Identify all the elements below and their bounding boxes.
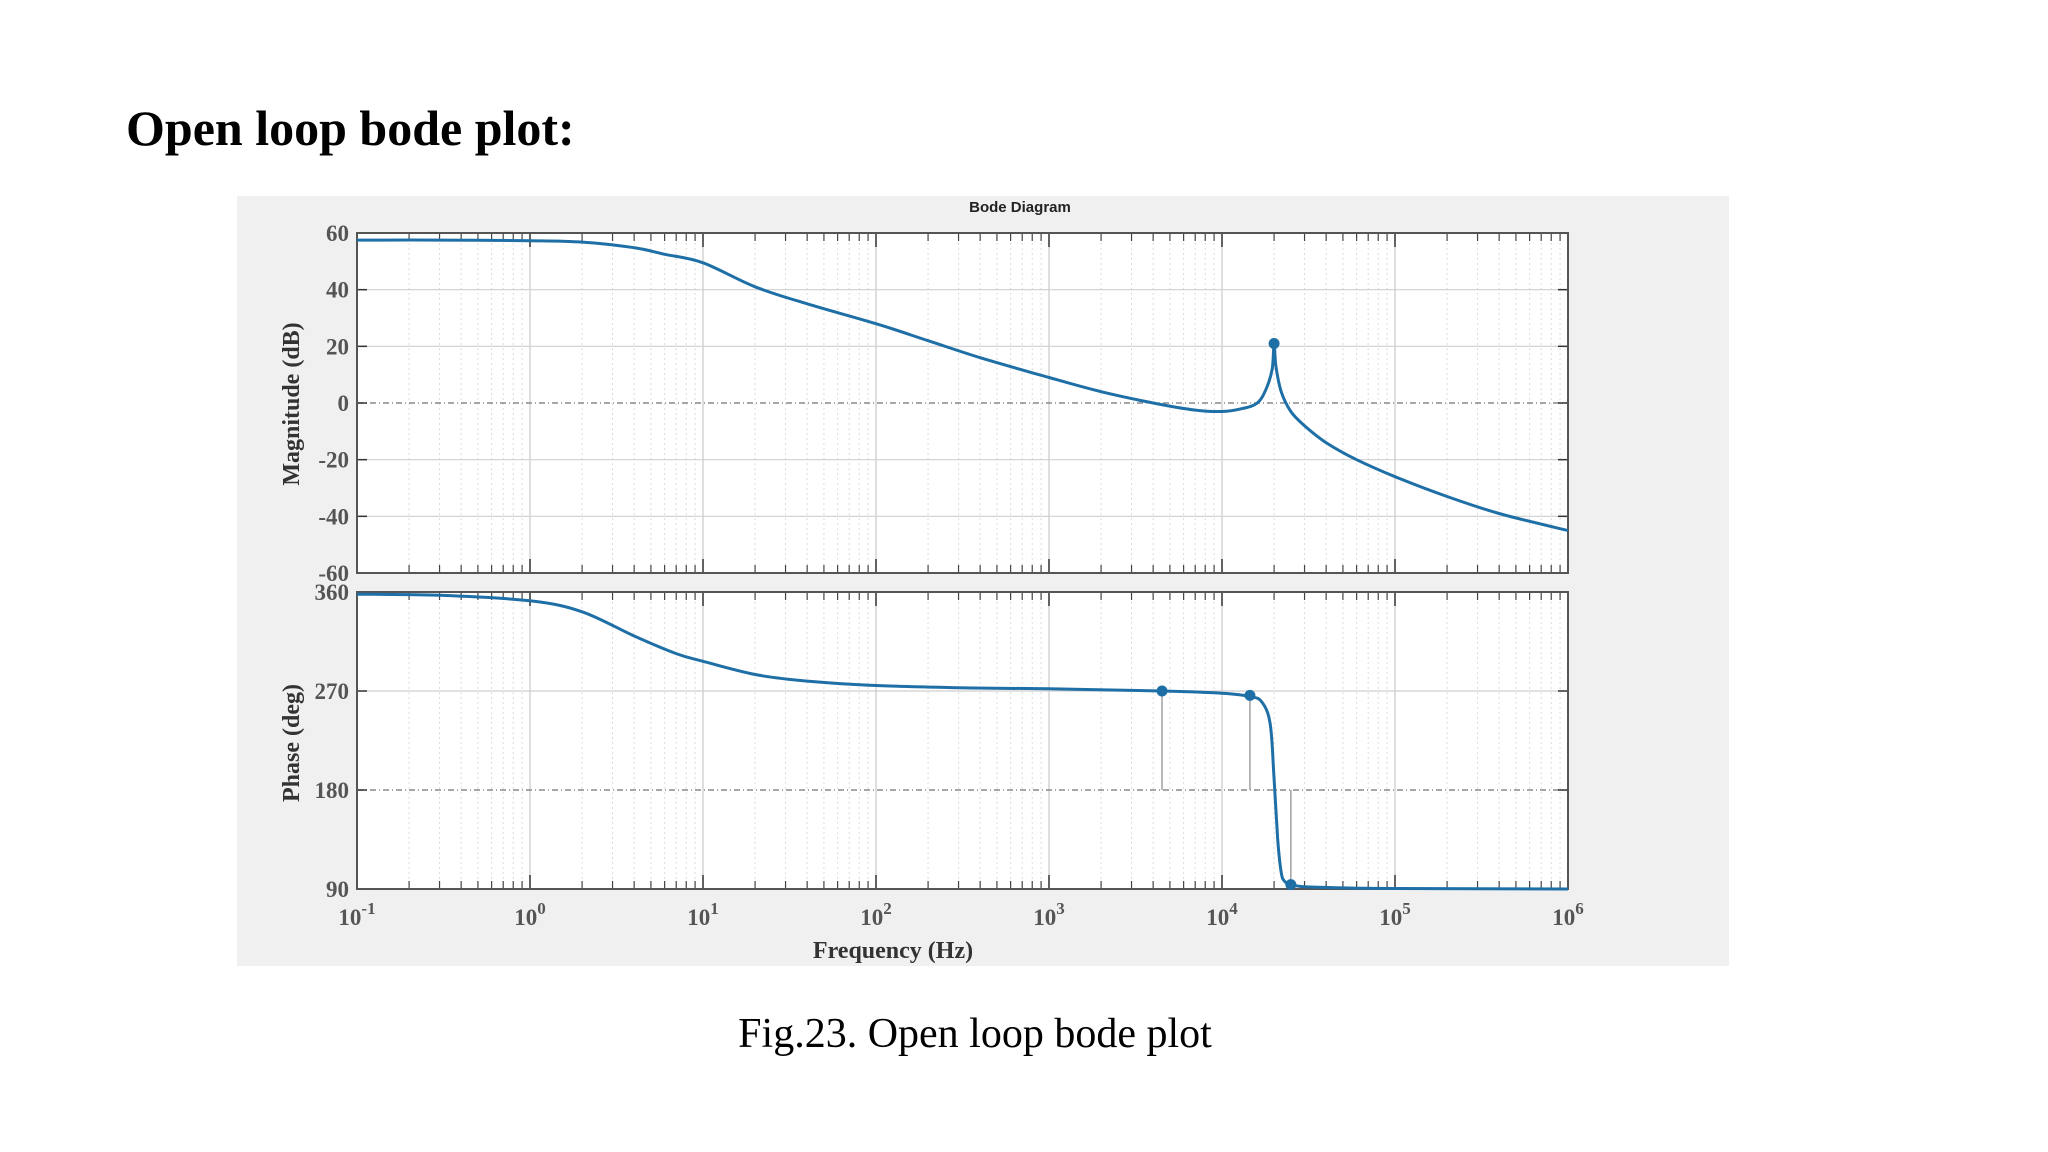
y-tick-label: -60	[318, 561, 349, 586]
magnitude-series-line	[356, 238, 1569, 532]
x-tick-label: 106	[1552, 899, 1584, 930]
y-tick-label: 0	[338, 391, 350, 416]
x-tick-label: 100	[514, 899, 546, 930]
page-heading: Open loop bode plot:	[126, 100, 575, 156]
data-marker[interactable]	[1156, 685, 1168, 697]
magnitude-ylabel: Magnitude (dB)	[279, 322, 305, 485]
x-tick-label: 102	[860, 899, 892, 930]
axes-frame	[356, 591, 1569, 890]
magnitude-axes: 60 40 20 0 -20 -40 -60	[318, 221, 1569, 586]
chart-title: Bode Diagram	[969, 199, 1071, 216]
figure-caption: Fig.23. Open loop bode plot	[738, 1011, 1212, 1057]
data-marker[interactable]	[1244, 689, 1256, 701]
plot-area	[357, 592, 1568, 889]
data-marker[interactable]	[1285, 879, 1297, 891]
data-marker[interactable]	[1268, 338, 1280, 349]
x-tick-label: 101	[687, 899, 719, 930]
x-tick-label: 10-1	[338, 899, 375, 930]
x-tick-label: 103	[1033, 899, 1065, 930]
x-tick-label: 105	[1379, 899, 1411, 930]
y-tick-label: 20	[326, 334, 349, 359]
phase-ylabel: Phase (deg)	[279, 684, 305, 802]
y-tick-label: 60	[326, 221, 349, 246]
y-tick-label: 270	[315, 679, 350, 704]
y-tick-label: 180	[315, 778, 350, 803]
y-tick-label: 40	[326, 278, 349, 303]
axes-frame	[356, 232, 1569, 574]
y-tick-label: -40	[318, 504, 349, 529]
bode-figure: Bode Diagram 60 40 20 0 -20 -40 -60 360 270 180 9…	[237, 196, 1729, 966]
y-tick-label: 90	[326, 877, 349, 902]
bode-diagram-svg: Bode Diagram 60 40 20 0 -20 -40 -60 360 270 180 9…	[279, 199, 1584, 964]
y-tick-label: -20	[318, 448, 349, 473]
y-tick-label: 360	[315, 580, 350, 605]
x-axis-label: Frequency (Hz)	[813, 938, 973, 964]
x-tick-label: 104	[1206, 899, 1238, 930]
